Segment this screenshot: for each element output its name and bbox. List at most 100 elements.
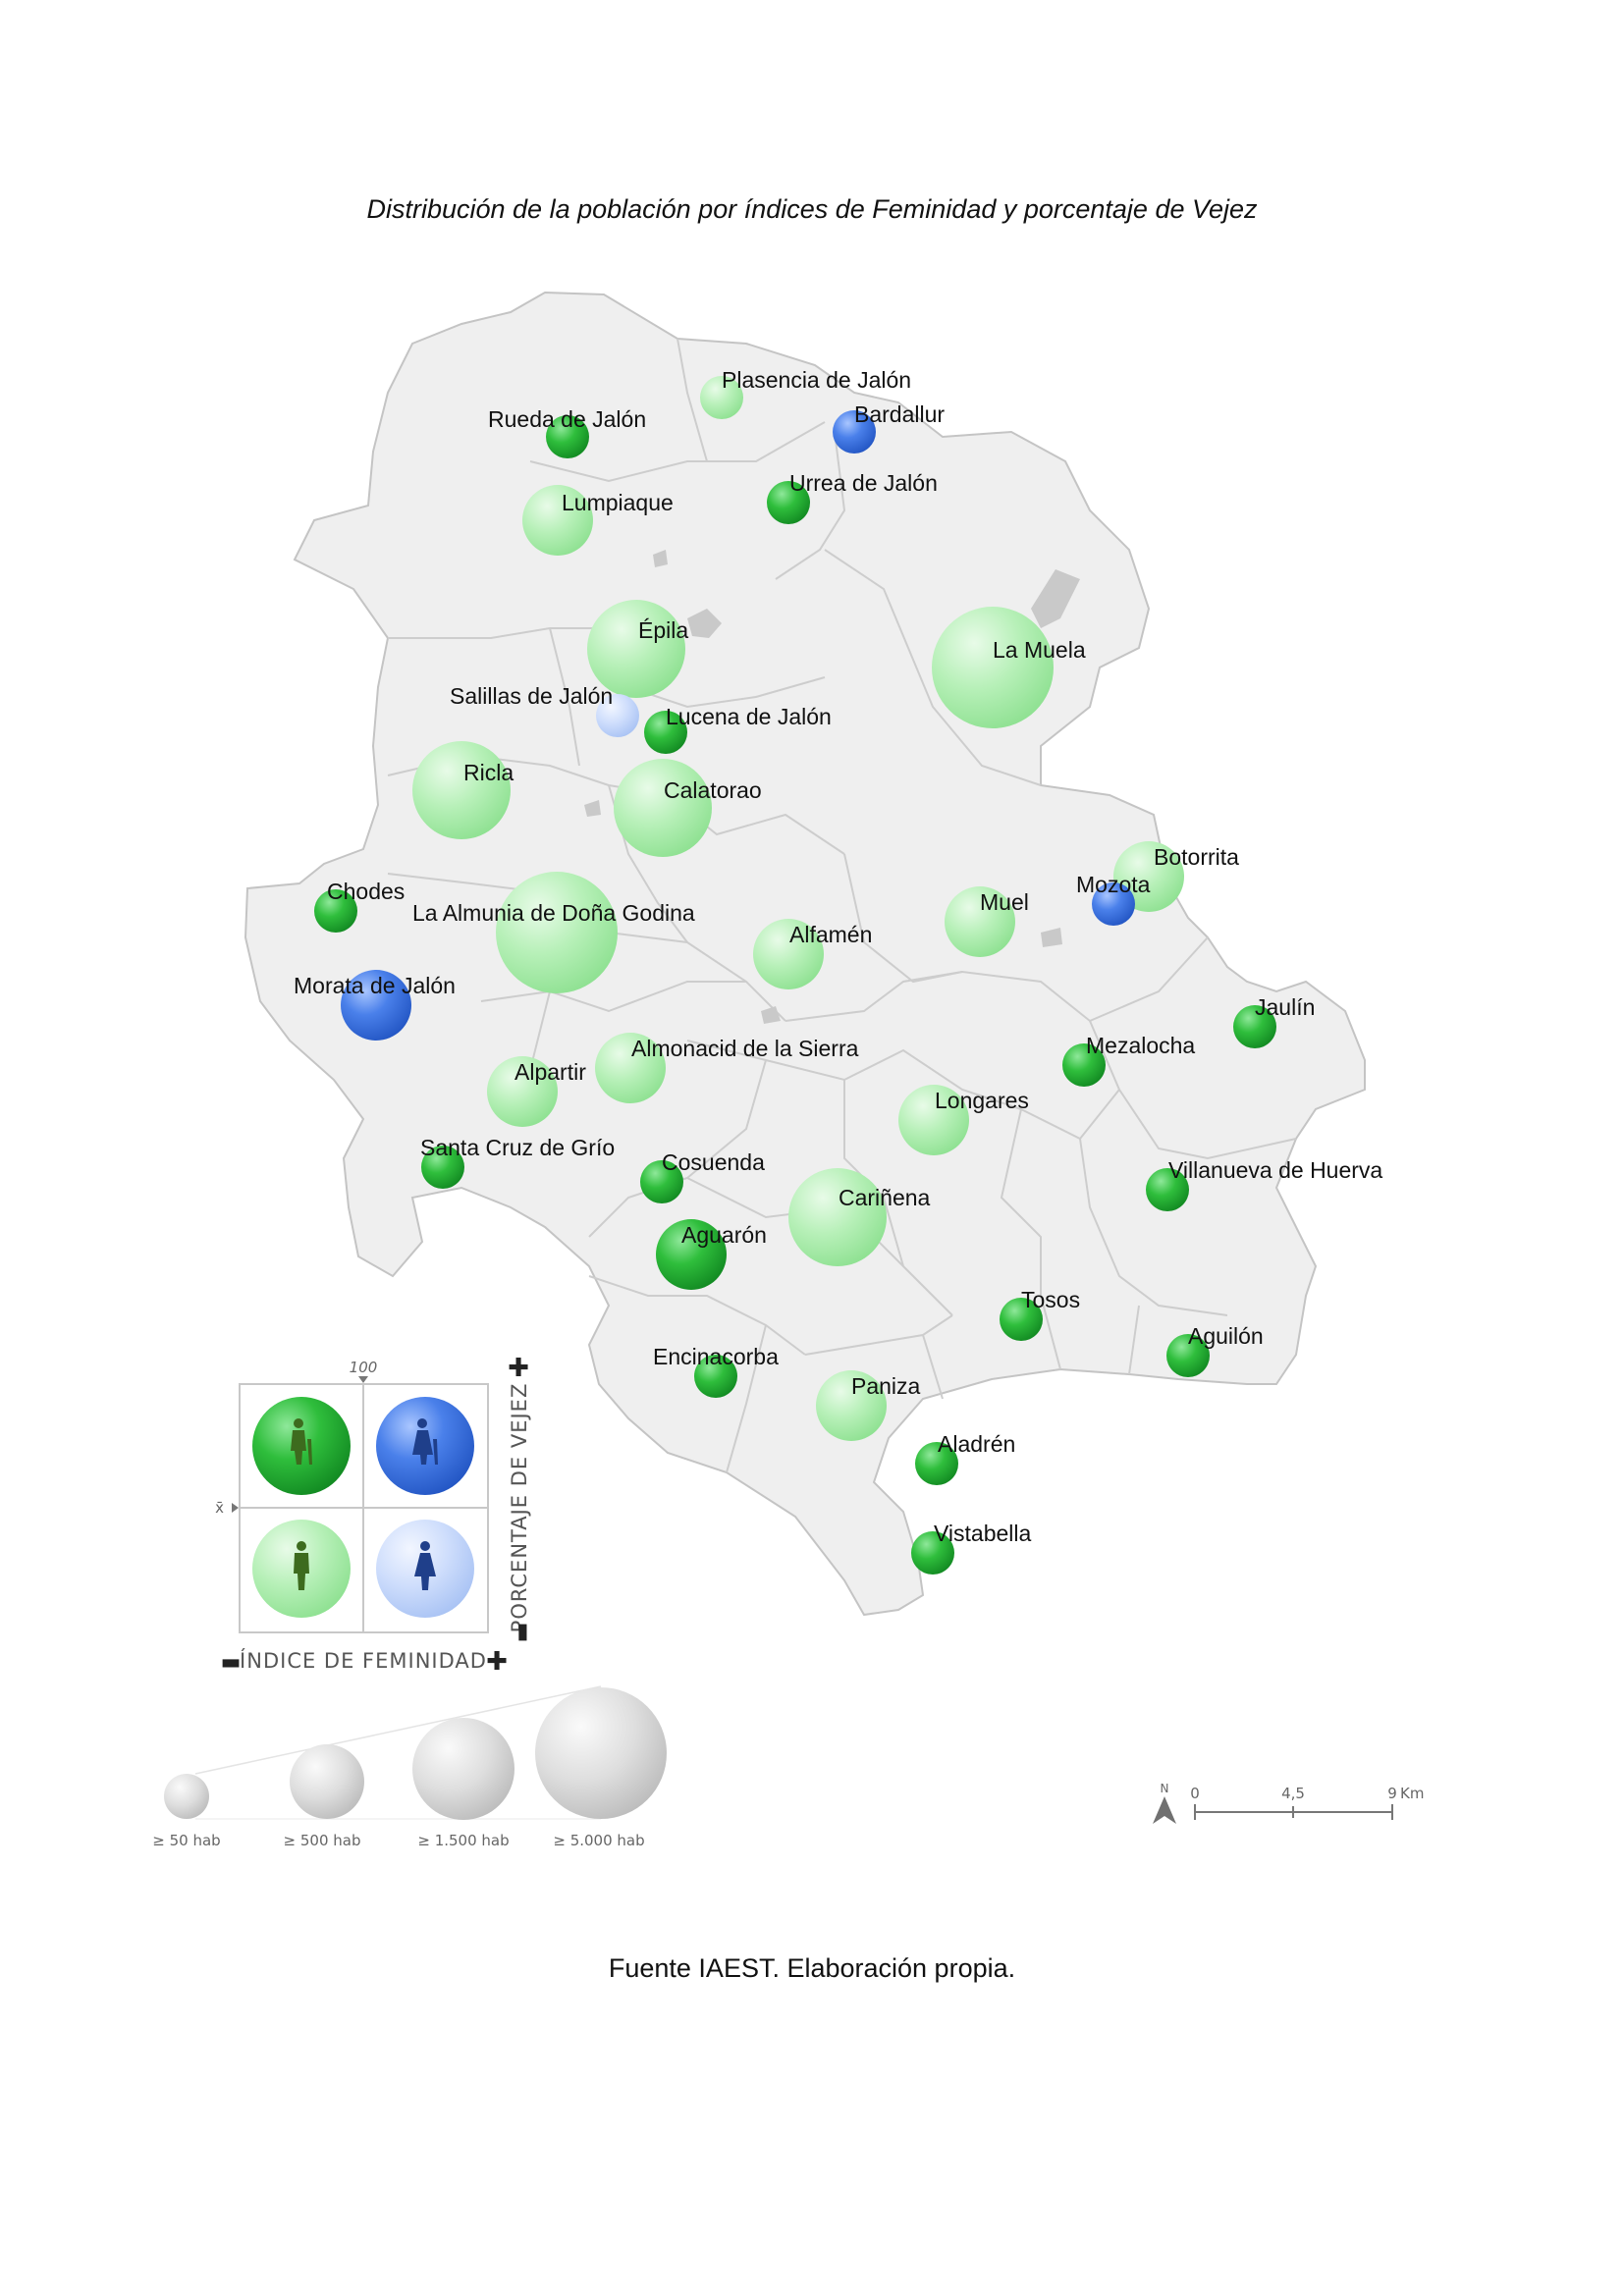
municipality-label: Aguilón bbox=[1188, 1323, 1264, 1349]
municipality-bubble bbox=[788, 1168, 887, 1266]
municipality-bubble bbox=[522, 485, 593, 556]
municipality-bubble bbox=[595, 1033, 666, 1103]
municipality-label: Longares bbox=[935, 1088, 1029, 1113]
municipality-label: La Muela bbox=[993, 637, 1086, 663]
legend-feminidad-plus-icon: ✚ bbox=[486, 1647, 508, 1677]
municipality-label: Almonacid de la Sierra bbox=[631, 1036, 859, 1061]
legend-vejez-axis-label: PORCENTAJE DE VEJEZ bbox=[508, 1383, 531, 1633]
municipality-label: Muel bbox=[980, 889, 1029, 915]
municipality-label: Vistabella bbox=[934, 1521, 1032, 1546]
municipality-label: Ricla bbox=[463, 760, 514, 785]
municipality-bubble bbox=[945, 886, 1015, 957]
municipality-bubble bbox=[496, 872, 618, 993]
municipality-label: Bardallur bbox=[854, 401, 945, 427]
municipality-label: Alfamén bbox=[789, 922, 872, 947]
municipality-bubble bbox=[932, 607, 1054, 728]
legend-quadrant: 100 x̄ bbox=[215, 1354, 534, 1677]
municipality-label: Chodes bbox=[327, 879, 405, 904]
municipality-label: Épila bbox=[638, 617, 688, 643]
municipality-bubble bbox=[1146, 1168, 1189, 1211]
municipality-bubble bbox=[753, 919, 824, 989]
north-arrow-icon: N bbox=[1153, 1782, 1176, 1824]
municipality-label: Cariñena bbox=[839, 1185, 931, 1210]
municipality-label: Rueda de Jalón bbox=[488, 406, 646, 432]
municipality-bubble bbox=[833, 410, 876, 454]
legend-vejez-plus-icon: ✚ bbox=[508, 1354, 529, 1383]
legend-size-bubble-4 bbox=[535, 1687, 667, 1819]
municipality-label: Jaulín bbox=[1255, 994, 1315, 1020]
legend-mean-feminidad-tick: 100 bbox=[350, 1359, 378, 1376]
municipality-bubble bbox=[644, 711, 687, 754]
municipality-bubble bbox=[1233, 1005, 1276, 1048]
municipality-bubble bbox=[487, 1056, 558, 1127]
municipality-labels: Plasencia de Jalón Rueda de Jalón Bardallu… bbox=[294, 367, 1382, 1546]
legend-size-label: ≥ 50 hab bbox=[152, 1832, 220, 1849]
municipality-label: Alpartir bbox=[514, 1059, 586, 1085]
municipality-bubble bbox=[1092, 882, 1135, 926]
young-man-icon bbox=[294, 1541, 309, 1590]
municipality-label: Salillas de Jalón bbox=[450, 683, 613, 709]
scale-unit-label: Km bbox=[1400, 1785, 1424, 1802]
municipality-label: Morata de Jalón bbox=[294, 973, 456, 998]
municipality-label: Botorrita bbox=[1154, 844, 1239, 870]
municipality-label: Calatorao bbox=[664, 777, 762, 803]
north-label: N bbox=[1161, 1782, 1169, 1795]
municipality-label: La Almunia de Doña Godina bbox=[412, 900, 695, 926]
municipality-bubble bbox=[412, 741, 511, 839]
legend-size-label: ≥ 1.500 hab bbox=[417, 1832, 509, 1849]
legend-feminidad-minus-icon: ▬ bbox=[221, 1650, 242, 1675]
municipality-label: Santa Cruz de Grío bbox=[420, 1135, 615, 1160]
municipality-label: Urrea de Jalón bbox=[789, 470, 938, 496]
legend-sizes: ≥ 50 hab ≥ 500 hab ≥ 1.500 hab ≥ 5.000 h… bbox=[152, 1685, 667, 1849]
municipality-label: Lucena de Jalón bbox=[666, 704, 832, 729]
municipality-bubble bbox=[421, 1146, 464, 1189]
legend-mean-vejez-symbol: x̄ bbox=[215, 1499, 224, 1517]
municipality-bubble bbox=[816, 1370, 887, 1441]
legend-size-bubble-2 bbox=[290, 1744, 364, 1819]
municipality-label: Mezalocha bbox=[1086, 1033, 1195, 1058]
legend-feminidad-axis-label: ÍNDICE DE FEMINIDAD bbox=[240, 1648, 487, 1673]
legend-size-bubble-3 bbox=[412, 1718, 514, 1820]
water-bodies bbox=[584, 550, 1080, 1024]
legend-vejez-minus-icon: ▬ bbox=[510, 1623, 534, 1643]
municipality-bubble bbox=[596, 694, 639, 737]
elderly-woman-icon bbox=[412, 1418, 438, 1465]
scale-bar: 0 4,5 9 Km bbox=[1190, 1785, 1424, 1820]
municipality-bubble bbox=[587, 600, 685, 698]
legend-size-label: ≥ 5.000 hab bbox=[553, 1832, 644, 1849]
municipality-label: Cosuenda bbox=[662, 1149, 765, 1175]
municipality-bubble bbox=[1000, 1298, 1043, 1341]
source-note: Fuente IAEST. Elaboración propia. bbox=[608, 1953, 1016, 1983]
scale-tick-label: 9 bbox=[1387, 1785, 1397, 1802]
municipality-bubble bbox=[694, 1355, 737, 1398]
municipality-label: Tosos bbox=[1021, 1287, 1080, 1312]
municipality-bubble bbox=[640, 1160, 683, 1203]
municipality-label: Aguarón bbox=[681, 1222, 767, 1248]
municipality-bubble bbox=[911, 1531, 954, 1575]
municipality-label: Mozota bbox=[1076, 872, 1151, 897]
municipality-bubble bbox=[700, 376, 743, 419]
municipality-bubble bbox=[1166, 1334, 1210, 1377]
municipality-bubble bbox=[1062, 1043, 1106, 1087]
municipality-bubble bbox=[614, 759, 712, 857]
municipality-bubble bbox=[915, 1442, 958, 1485]
municipality-bubble bbox=[314, 889, 357, 933]
legend-size-bubble-1 bbox=[164, 1774, 209, 1819]
municipality-bubble bbox=[546, 415, 589, 458]
municipality-bubble bbox=[341, 970, 411, 1041]
municipality-bubble bbox=[767, 481, 810, 524]
municipality-bubbles bbox=[314, 376, 1276, 1575]
municipality-label: Lumpiaque bbox=[562, 490, 674, 515]
young-woman-icon bbox=[414, 1541, 436, 1590]
municipality-label: Villanueva de Huerva bbox=[1168, 1157, 1382, 1183]
municipality-label: Plasencia de Jalón bbox=[722, 367, 911, 393]
elderly-man-icon bbox=[291, 1418, 312, 1465]
municipality-label: Encinacorba bbox=[653, 1344, 779, 1369]
municipality-bubble bbox=[898, 1085, 969, 1155]
municipality-label: Paniza bbox=[851, 1373, 921, 1399]
municipality-bubble bbox=[656, 1219, 727, 1290]
map-title: Distribución de la población por índices… bbox=[366, 194, 1258, 224]
scale-tick-label: 0 bbox=[1190, 1785, 1200, 1802]
